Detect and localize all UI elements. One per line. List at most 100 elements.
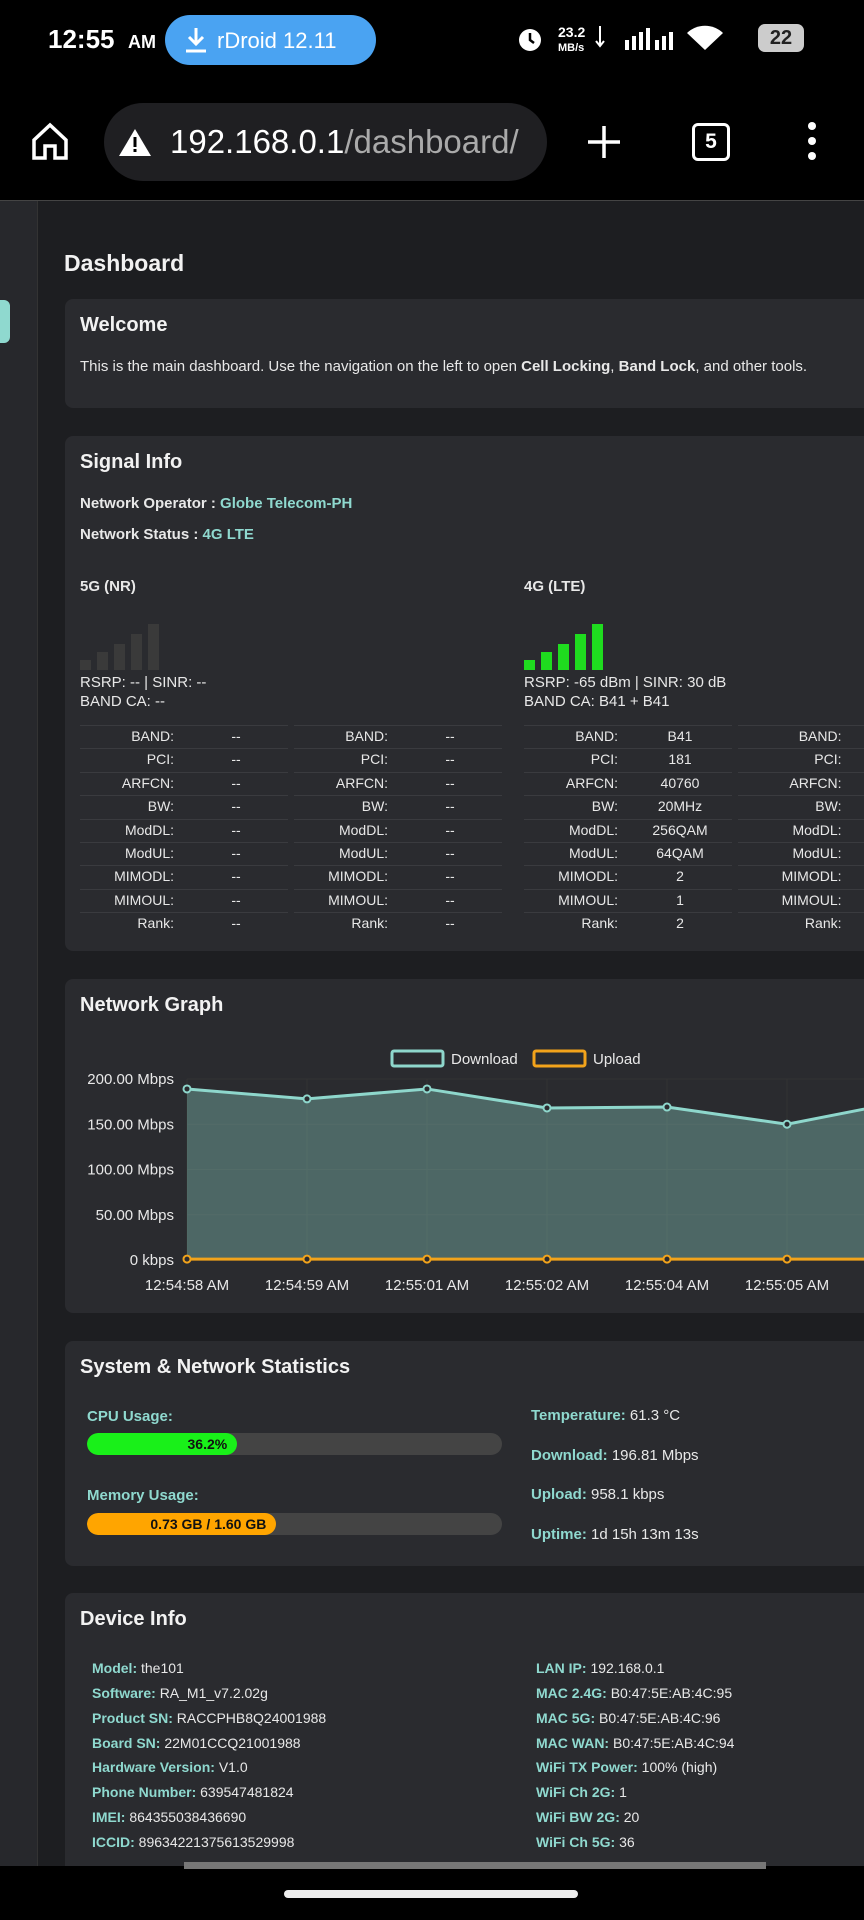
battery: 22: [758, 24, 804, 52]
row-label: BAND:: [345, 728, 388, 744]
row-value: --: [231, 915, 241, 932]
info-row: ICCID: 89634221375613529998: [92, 1834, 294, 1850]
url-host: 192.168.0.1: [170, 123, 345, 160]
nr-heading: 5G (NR): [80, 578, 136, 595]
info-row: Software: RA_M1_v7.2.02g: [92, 1685, 268, 1701]
notification-pill[interactable]: rDroid 12.11: [165, 15, 376, 65]
stat-row: Uptime: 1d 15h 13m 13s: [531, 1526, 699, 1543]
row-value: 64QAM: [656, 845, 704, 861]
status: Network Status : 4G LTE: [80, 526, 254, 543]
table-row-border: [738, 888, 864, 890]
scrollbar: [184, 1862, 766, 1869]
net-speed-unit: MB/s: [558, 42, 585, 54]
table-row-border: [80, 771, 288, 773]
table-row-border: [80, 842, 288, 843]
table-row-border: [294, 818, 502, 820]
card-title: Welcome: [80, 314, 168, 336]
info-key: WiFi Ch 2G:: [536, 1784, 616, 1801]
info-value: 100% (high): [641, 1759, 718, 1776]
row-label: ARFCN:: [121, 774, 174, 791]
text: This is the main dashboard. Use the navi…: [80, 358, 522, 375]
menu-button[interactable]: [804, 121, 820, 161]
welcome-card: Welcome This is the main dashboard. Use …: [65, 299, 864, 408]
cpu-track: 36.2%: [87, 1433, 502, 1455]
info-key: MAC 2.4G:: [536, 1684, 607, 1701]
text: , and other tools.: [695, 358, 808, 375]
info-key: Phone Number:: [92, 1784, 197, 1801]
info-row: Model: the101: [92, 1660, 184, 1676]
row-label: ModUL:: [124, 845, 174, 861]
status-icons: [595, 25, 723, 50]
area: [187, 1088, 864, 1260]
stat-key: Temperature:: [531, 1407, 626, 1424]
link-text: Band Lock: [618, 358, 696, 375]
row-value: --: [445, 915, 455, 932]
stat-row: Temperature: 61.3 °C: [531, 1407, 680, 1424]
legend-label: Download: [451, 1051, 518, 1068]
row-value: 2: [676, 915, 684, 932]
row-label: ARFCN:: [335, 774, 388, 791]
device-card: Device Info Model: the101 Software: RA_M1…: [65, 1593, 864, 1893]
tab-count[interactable]: 5: [692, 123, 730, 161]
url-bar[interactable]: 192.168.0.1/dashboard/: [104, 103, 547, 181]
row-value: --: [445, 845, 455, 861]
row-value: --: [445, 728, 455, 744]
row-value: --: [231, 868, 241, 885]
legend-swatch: [532, 1049, 587, 1068]
x-tick-label: 12:54:59 AM: [265, 1277, 349, 1294]
info-row: WiFi Ch 2G: 1: [536, 1784, 627, 1800]
point: [782, 1254, 792, 1264]
point: [782, 1119, 792, 1129]
info-key: WiFi Ch 5G:: [536, 1833, 616, 1850]
download-icon: [186, 28, 206, 53]
point: [542, 1103, 552, 1113]
table-row-border: [80, 818, 288, 820]
row-value: --: [231, 728, 241, 744]
y-tick-label: 0 kbps: [130, 1252, 174, 1269]
memory-label: Memory Usage:: [87, 1487, 199, 1504]
gesture-bar[interactable]: [284, 1890, 578, 1898]
info-value: 89634221375613529998: [138, 1833, 295, 1850]
new-tab-button[interactable]: [586, 124, 622, 160]
row-label: Rank:: [581, 915, 618, 932]
table-row-border: [80, 912, 288, 914]
info-value: the101: [141, 1660, 184, 1676]
sidebar-tab[interactable]: [0, 300, 10, 343]
x-tick-label: 12:55:02 AM: [505, 1277, 589, 1294]
info-row: MAC WAN: B0:47:5E:AB:4C:94: [536, 1735, 734, 1751]
row-label: ModDL:: [338, 821, 388, 838]
row-value: --: [445, 798, 455, 815]
row-label: MIMOUL:: [558, 891, 618, 908]
info-row: LAN IP: 192.168.0.1: [536, 1660, 664, 1676]
card-title: Network Graph: [80, 994, 224, 1016]
table-row-border: [738, 748, 864, 750]
notification-text: rDroid 12.11: [217, 28, 337, 53]
table-row-border: [524, 888, 732, 890]
row-label: PCI:: [360, 751, 388, 768]
row-label: BW:: [361, 798, 388, 815]
lte-heading: 4G (LTE): [524, 578, 586, 595]
row-value: --: [231, 798, 241, 815]
y-tick-label: 100.00 Mbps: [87, 1162, 174, 1179]
nr-signal-bars: [80, 624, 159, 670]
alarm-icon: [519, 29, 541, 51]
legend-label: Upload: [593, 1051, 641, 1068]
row-label: Rank:: [804, 915, 842, 932]
info-value: RACCPHB8Q24001988: [176, 1709, 327, 1726]
info-value: V1.0: [218, 1759, 248, 1776]
row-label: ModUL:: [568, 845, 618, 861]
info-row: Board SN: 22M01CCQ21001988: [92, 1735, 301, 1751]
row-label: BW:: [147, 798, 174, 815]
row-value: 256QAM: [652, 821, 708, 838]
table-row-border: [80, 748, 288, 750]
point: [662, 1102, 672, 1112]
y-tick-label: 150.00 Mbps: [87, 1116, 174, 1133]
table-row-border: [294, 795, 502, 797]
row-label: MIMODL:: [781, 868, 842, 885]
row-label: MIMODL:: [558, 868, 618, 885]
home-button[interactable]: [30, 120, 70, 162]
x-tick-label: 12:55:04 AM: [625, 1277, 709, 1294]
table-row-border: [738, 865, 864, 867]
info-value: 864355038436690: [129, 1809, 247, 1826]
text: ,: [610, 358, 619, 375]
